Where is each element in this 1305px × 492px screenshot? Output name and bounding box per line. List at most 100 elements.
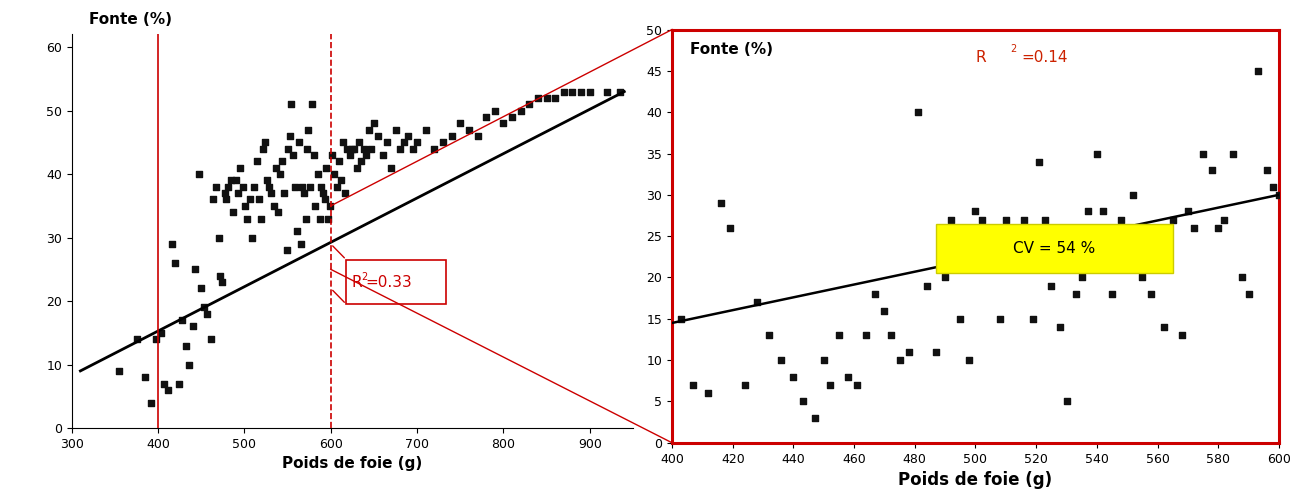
- Point: [874, 307, 895, 314]
- Text: R: R: [351, 275, 361, 289]
- Point: [934, 274, 955, 281]
- Point: [783, 373, 804, 381]
- Point: [1092, 208, 1113, 215]
- Point: [570, 88, 591, 95]
- Point: [562, 88, 583, 95]
- Point: [579, 88, 600, 95]
- Point: [510, 107, 531, 115]
- Point: [847, 381, 868, 389]
- Point: [1141, 290, 1161, 298]
- Point: [281, 100, 301, 108]
- Point: [950, 315, 971, 323]
- Point: [698, 389, 719, 397]
- Point: [354, 145, 375, 153]
- Point: [865, 290, 886, 298]
- Point: [1262, 183, 1283, 190]
- Point: [916, 282, 937, 290]
- Point: [907, 108, 928, 116]
- Point: [484, 107, 505, 115]
- Point: [536, 94, 557, 102]
- Point: [134, 373, 155, 381]
- Point: [813, 356, 834, 364]
- Point: [309, 215, 330, 222]
- Point: [292, 183, 313, 191]
- Point: [324, 170, 345, 178]
- Point: [315, 195, 335, 203]
- Point: [381, 164, 402, 172]
- Point: [1268, 191, 1289, 199]
- Point: [223, 208, 244, 216]
- Point: [758, 332, 779, 339]
- Point: [959, 356, 980, 364]
- Point: [158, 386, 179, 394]
- Point: [889, 356, 910, 364]
- Point: [394, 138, 415, 146]
- Point: [1193, 150, 1214, 157]
- Text: =0.33: =0.33: [365, 275, 412, 289]
- Point: [609, 88, 630, 95]
- Point: [1056, 398, 1077, 405]
- Point: [284, 183, 305, 191]
- Point: [820, 381, 840, 389]
- Point: [683, 381, 703, 389]
- Point: [361, 145, 382, 153]
- Point: [1214, 215, 1235, 223]
- Point: [278, 145, 299, 153]
- Point: [493, 120, 514, 127]
- Point: [342, 145, 363, 153]
- Point: [1071, 274, 1092, 281]
- X-axis label: Poids de foie (g): Poids de foie (g): [898, 471, 1053, 489]
- Point: [230, 164, 251, 172]
- Point: [1147, 249, 1168, 257]
- Point: [269, 170, 290, 178]
- Point: [108, 367, 129, 375]
- Point: [154, 380, 175, 388]
- Point: [343, 145, 364, 153]
- Point: [227, 189, 248, 197]
- Point: [210, 272, 231, 279]
- Point: [996, 215, 1017, 223]
- Point: [211, 278, 232, 286]
- Text: Fonte (%): Fonte (%): [89, 12, 172, 27]
- Point: [544, 94, 565, 102]
- Point: [287, 227, 308, 235]
- Point: [964, 208, 987, 215]
- Point: [348, 138, 369, 146]
- Point: [527, 94, 548, 102]
- Point: [407, 138, 428, 146]
- Point: [253, 145, 274, 153]
- Point: [221, 177, 241, 184]
- Point: [402, 145, 423, 153]
- Point: [301, 100, 322, 108]
- Point: [519, 100, 540, 108]
- Point: [856, 332, 877, 339]
- Point: [838, 373, 859, 381]
- Point: [450, 120, 471, 127]
- Point: [1232, 274, 1253, 281]
- Bar: [936, 224, 1173, 274]
- Point: [207, 234, 228, 242]
- Point: [168, 380, 189, 388]
- Point: [1248, 67, 1268, 75]
- X-axis label: Poids de foie (g): Poids de foie (g): [282, 456, 423, 471]
- Point: [1154, 323, 1175, 331]
- Point: [296, 145, 317, 153]
- Point: [1177, 208, 1198, 215]
- Point: [1163, 215, 1184, 223]
- Point: [235, 202, 256, 210]
- Point: [288, 138, 309, 146]
- Point: [925, 348, 946, 356]
- Point: [188, 170, 209, 178]
- Point: [376, 138, 397, 146]
- Point: [290, 240, 311, 248]
- Point: [671, 315, 692, 323]
- Point: [1117, 224, 1138, 232]
- Point: [146, 335, 167, 343]
- Point: [792, 398, 813, 405]
- Point: [829, 332, 850, 339]
- Point: [294, 189, 315, 197]
- Point: [266, 164, 287, 172]
- Point: [316, 164, 337, 172]
- Point: [1041, 282, 1062, 290]
- Point: [1065, 290, 1086, 298]
